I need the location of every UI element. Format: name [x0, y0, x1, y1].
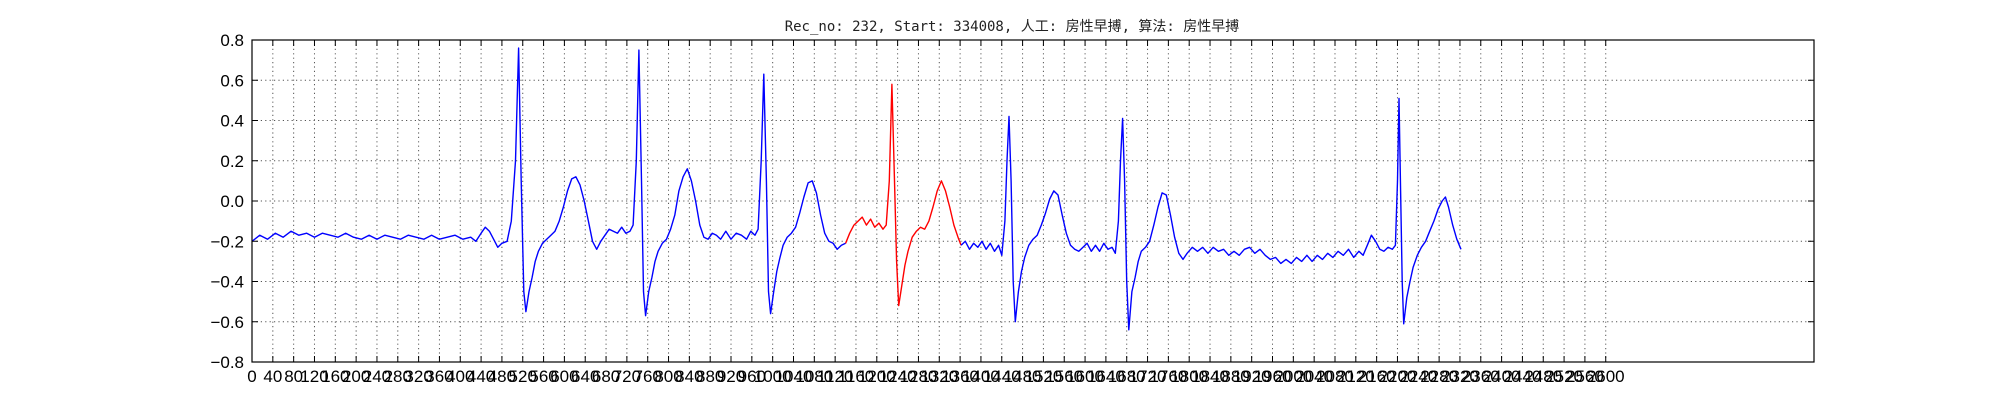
x-tick-label: 2160 — [1358, 367, 1396, 386]
x-tick-label: 1680 — [1108, 367, 1146, 386]
x-tick-label: 2600 — [1587, 367, 1625, 386]
x-tick-label: 1440 — [983, 367, 1021, 386]
series-line-3 — [960, 97, 1462, 331]
x-tick-label: 120 — [300, 367, 328, 386]
x-tick-label: 800 — [654, 367, 682, 386]
series-group — [251, 47, 1462, 331]
x-tick-label: 2080 — [1316, 367, 1354, 386]
x-axis: 0 40 8012016020024028032036040044048052056… — [247, 367, 1624, 386]
x-tick-label: 1920 — [1233, 367, 1271, 386]
x-tick-label: 960 — [738, 367, 766, 386]
x-tick-label: 1400 — [962, 367, 1000, 386]
x-tick-label: 920 — [717, 367, 745, 386]
x-tick-label: 520 — [509, 367, 537, 386]
y-tick-label: 0.2 — [220, 152, 244, 171]
x-tick-label: 1520 — [1024, 367, 1062, 386]
x-tick-label: 1600 — [1066, 367, 1104, 386]
x-tick-label: 480 — [488, 367, 516, 386]
x-tick-label: 2040 — [1295, 367, 1333, 386]
x-tick-label: 1160 — [838, 367, 875, 386]
x-tick-label: 760 — [634, 367, 662, 386]
x-tick-label: 2560 — [1566, 367, 1604, 386]
x-tick-label: 720 — [613, 367, 641, 386]
x-tick-label: 240 — [363, 367, 391, 386]
ticks-group — [251, 39, 1814, 363]
chart-title: Rec_no: 232, Start: 334008, 人工: 房性早搏, 算法… — [785, 18, 1240, 35]
y-tick-label: 0.4 — [220, 112, 244, 131]
y-tick-label: −0.4 — [210, 273, 244, 292]
x-tick-label: 840 — [675, 367, 703, 386]
x-tick-label: 80 — [284, 367, 303, 386]
y-tick-label: −0.6 — [210, 313, 244, 332]
x-tick-label: 640 — [571, 367, 599, 386]
x-tick-label: 1840 — [1191, 367, 1229, 386]
x-tick-label: 40 — [263, 367, 282, 386]
x-tick-label: 1240 — [879, 367, 917, 386]
x-tick-label: 1640 — [1087, 367, 1125, 386]
y-tick-label: −0.2 — [210, 232, 244, 251]
x-tick-label: 880 — [696, 367, 724, 386]
x-tick-label: 2280 — [1420, 367, 1458, 386]
x-tick-label: 400 — [446, 367, 474, 386]
series-line-1 — [251, 47, 846, 317]
x-tick-label: 280 — [384, 367, 412, 386]
series-line-2 — [844, 83, 962, 307]
y-tick-label: 0.8 — [220, 31, 244, 50]
x-tick-label: 2120 — [1337, 367, 1375, 386]
x-tick-label: 2320 — [1441, 367, 1479, 386]
y-axis: −0.8 −0.6 −0.4 −0.2 0.0 0.2 0.4 0.6 0.8 — [210, 31, 244, 372]
x-tick-label: 2360 — [1462, 367, 1500, 386]
x-tick-label: 1720 — [1129, 367, 1167, 386]
x-tick-label: 1360 — [941, 367, 979, 386]
x-tick-label: 200 — [342, 367, 370, 386]
x-tick-label: 1000 — [754, 367, 792, 386]
x-tick-label: 1040 — [775, 367, 813, 386]
x-tick-label: 320 — [404, 367, 432, 386]
x-tick-label: 1880 — [1212, 367, 1250, 386]
x-tick-label: 360 — [425, 367, 453, 386]
x-tick-label: 680 — [592, 367, 620, 386]
x-tick-label: 2240 — [1399, 367, 1437, 386]
x-tick-label: 1760 — [1149, 367, 1187, 386]
x-tick-label: 1800 — [1170, 367, 1208, 386]
x-tick-label: 560 — [529, 367, 557, 386]
x-tick-label: 2000 — [1274, 367, 1312, 386]
y-tick-label: −0.8 — [210, 353, 244, 372]
x-tick-label: 1200 — [858, 367, 896, 386]
x-tick-label: 600 — [550, 367, 578, 386]
x-tick-label: 1120 — [817, 367, 854, 386]
x-tick-label: 1560 — [1045, 367, 1083, 386]
x-tick-label: 2480 — [1524, 367, 1562, 386]
y-tick-label: 0.6 — [220, 71, 244, 90]
x-tick-label: 2400 — [1483, 367, 1521, 386]
y-tick-label: 0.0 — [220, 192, 244, 211]
x-tick-label: 1280 — [900, 367, 938, 386]
x-tick-label: 1480 — [1004, 367, 1042, 386]
x-tick-label: 2200 — [1379, 367, 1417, 386]
x-tick-label: 2520 — [1545, 367, 1583, 386]
grid — [251, 39, 1814, 363]
x-tick-label: 1320 — [920, 367, 958, 386]
x-tick-label: 440 — [467, 367, 495, 386]
x-tick-label: 0 — [247, 367, 256, 386]
x-tick-label: 1960 — [1254, 367, 1292, 386]
x-tick-label: 1080 — [795, 367, 833, 386]
x-tick-label: 2440 — [1504, 367, 1542, 386]
x-tick-label: 160 — [321, 367, 349, 386]
